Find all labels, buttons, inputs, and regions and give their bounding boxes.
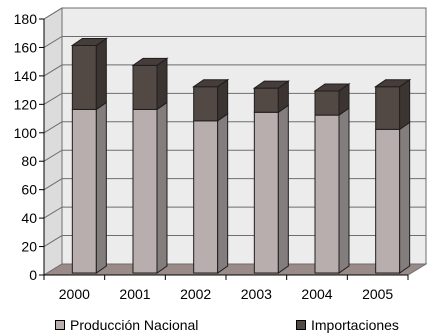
x-tick-label: 2004 [301,286,332,302]
bar-side-Importaciones-2001 [156,57,168,111]
bar-side-Producción Nacional-2004 [338,107,350,274]
bar-front-Importaciones-2000 [71,44,97,110]
bar-side-Importaciones-2000 [95,37,107,111]
bars [70,37,412,274]
y-tick-label: 120 [14,96,38,112]
gridlines [43,7,426,247]
gridline [43,235,426,247]
y-tick-label: 40 [21,210,37,226]
legend-item-produccion: Producción Nacional [55,317,198,333]
bar-front-Producción Nacional-2001 [132,108,158,274]
bar-top-Importaciones-2000 [70,37,108,46]
bar-side-Producción Nacional-2001 [156,101,168,274]
bar-side-Producción Nacional-2003 [277,104,289,274]
back-wall [61,7,427,265]
axes [39,18,409,280]
bar-front-Importaciones-2002 [193,86,219,122]
x-tick-label: 2003 [241,286,272,302]
legend-label-produccion: Producción Nacional [70,317,199,333]
y-tick-label: 0 [29,267,37,283]
bar-side-Producción Nacional-2000 [95,101,107,274]
bar-top-Importaciones-2003 [252,80,290,89]
y-tick-label: 180 [14,11,38,27]
y-tick-label: 140 [14,68,38,84]
bar-front-Producción Nacional-2000 [71,108,97,274]
bar-front-Importaciones-2003 [253,87,279,113]
bar-front-Importaciones-2001 [132,64,158,110]
y-tick-label: 100 [14,125,38,141]
bar-top-Importaciones-2004 [313,83,351,92]
gridline [43,35,426,48]
x-tick-label: 2000 [59,286,90,302]
gridline [43,149,426,162]
gridline [43,92,426,105]
y-tick-label: 160 [14,39,38,55]
legend-swatch-importaciones [296,320,306,330]
legend-swatch-produccion [55,320,65,330]
y-tick-label: 80 [21,153,37,169]
bar-top-Importaciones-2001 [131,57,169,66]
side-wall [43,7,63,276]
bar-front-Producción Nacional-2003 [253,111,279,274]
bar-top-Importaciones-2005 [374,79,412,88]
bar-front-Producción Nacional-2004 [314,114,340,274]
gridline [43,64,426,77]
x-tick-label: 2005 [362,286,393,302]
bar-top-Importaciones-2002 [192,79,230,88]
x-tick-label: 2001 [119,286,150,302]
legend-label-importaciones: Importaciones [311,317,399,333]
gridline [43,178,426,191]
gridline [43,121,426,134]
bar-front-Importaciones-2004 [314,90,340,116]
bar-front-Importaciones-2005 [375,86,401,130]
bar-side-Producción Nacional-2002 [217,112,229,274]
gridline [43,206,426,219]
x-tick-label: 2002 [180,286,211,302]
y-axis-tick-labels: 0 20 40 60 80 100 120 140 160 180 [14,11,38,283]
bar-side-Importaciones-2005 [399,78,411,131]
bar-side-Producción Nacional-2005 [399,121,411,274]
legend: Producción Nacional Importaciones [0,317,427,335]
bar-front-Producción Nacional-2005 [375,128,401,274]
legend-item-importaciones: Importaciones [296,317,399,333]
y-tick-label: 60 [21,182,37,198]
bar-front-Producción Nacional-2002 [193,120,219,274]
y-tick-label: 20 [21,239,37,255]
x-axis-tick-labels: 2000 2001 2002 2003 2004 2005 [59,286,394,302]
gridline [43,7,426,20]
